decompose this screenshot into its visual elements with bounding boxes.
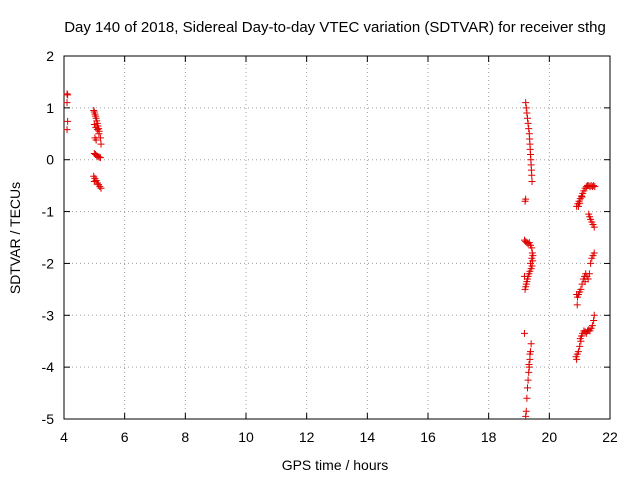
data-point bbox=[520, 272, 528, 280]
data-point bbox=[524, 376, 532, 384]
x-tick-label: 6 bbox=[121, 429, 129, 445]
data-point bbox=[522, 407, 530, 415]
data-point bbox=[576, 199, 584, 207]
data-point bbox=[591, 183, 599, 191]
data-point bbox=[523, 384, 531, 392]
y-tick-label: -2 bbox=[42, 255, 55, 271]
x-tick-label: 12 bbox=[299, 429, 315, 445]
data-point bbox=[97, 140, 105, 148]
data-point bbox=[525, 361, 533, 369]
data-point bbox=[64, 117, 72, 125]
data-point bbox=[522, 412, 530, 420]
data-point bbox=[63, 126, 71, 134]
data-point bbox=[97, 184, 105, 192]
data-point bbox=[523, 114, 531, 122]
data-point bbox=[528, 244, 536, 252]
chart-title: Day 140 of 2018, Sidereal Day-to-day VTE… bbox=[64, 19, 606, 36]
data-points bbox=[63, 90, 599, 420]
data-point bbox=[590, 311, 598, 319]
y-axis-label: SDTVAR / TECUs bbox=[7, 182, 23, 294]
data-point bbox=[528, 171, 536, 179]
data-point bbox=[522, 104, 530, 112]
data-point bbox=[522, 99, 530, 107]
x-tick-label: 4 bbox=[60, 429, 68, 445]
data-point bbox=[63, 90, 71, 98]
x-tick-label: 22 bbox=[602, 429, 618, 445]
data-point bbox=[523, 394, 531, 402]
data-point bbox=[588, 322, 596, 330]
data-point bbox=[590, 316, 598, 324]
data-point bbox=[95, 153, 103, 161]
data-point bbox=[573, 355, 581, 363]
x-tick-label: 14 bbox=[360, 429, 376, 445]
plot-frame bbox=[63, 55, 611, 420]
data-point bbox=[576, 342, 584, 350]
data-point bbox=[527, 259, 535, 267]
y-tick-label: -1 bbox=[42, 204, 55, 220]
y-tick-label: -3 bbox=[42, 307, 55, 323]
data-point bbox=[527, 340, 535, 348]
data-point bbox=[93, 126, 101, 134]
data-point bbox=[64, 91, 72, 99]
data-point bbox=[96, 183, 104, 191]
data-point bbox=[590, 223, 598, 231]
data-point bbox=[93, 179, 101, 187]
data-point bbox=[521, 285, 529, 293]
x-tick-label: 10 bbox=[238, 429, 254, 445]
x-axis-label: GPS time / hours bbox=[282, 457, 389, 473]
data-point bbox=[90, 177, 98, 185]
x-tick-label: 8 bbox=[181, 429, 189, 445]
data-point bbox=[92, 136, 100, 144]
x-tick-label: 20 bbox=[542, 429, 558, 445]
data-point bbox=[520, 329, 528, 337]
data-point bbox=[573, 301, 581, 309]
y-tick-label: 0 bbox=[46, 152, 54, 168]
data-point bbox=[63, 99, 71, 107]
data-point bbox=[525, 125, 533, 133]
data-point bbox=[523, 109, 531, 117]
data-point bbox=[581, 278, 589, 286]
data-point bbox=[590, 249, 598, 257]
x-tick-label: 16 bbox=[420, 429, 436, 445]
data-point bbox=[577, 337, 585, 345]
data-point bbox=[90, 120, 98, 128]
data-point bbox=[522, 195, 530, 203]
y-tick-label: -4 bbox=[42, 359, 55, 375]
data-point bbox=[525, 368, 533, 376]
data-point bbox=[585, 270, 593, 278]
data-point bbox=[528, 177, 536, 185]
data-point bbox=[90, 106, 98, 114]
x-tick-label: 18 bbox=[481, 429, 497, 445]
data-point bbox=[574, 202, 582, 210]
data-point bbox=[526, 350, 534, 358]
y-tick-label: 1 bbox=[46, 100, 54, 116]
data-point bbox=[528, 254, 536, 262]
data-point bbox=[590, 182, 598, 190]
data-point bbox=[96, 154, 104, 162]
data-point bbox=[95, 130, 103, 138]
grid-lines bbox=[64, 56, 610, 419]
data-point bbox=[577, 285, 585, 293]
data-point bbox=[578, 193, 586, 201]
data-point bbox=[574, 348, 582, 356]
data-point bbox=[524, 119, 532, 127]
data-point bbox=[587, 259, 595, 267]
y-tick-label: -5 bbox=[42, 411, 55, 427]
y-tick-label: 2 bbox=[46, 48, 54, 64]
